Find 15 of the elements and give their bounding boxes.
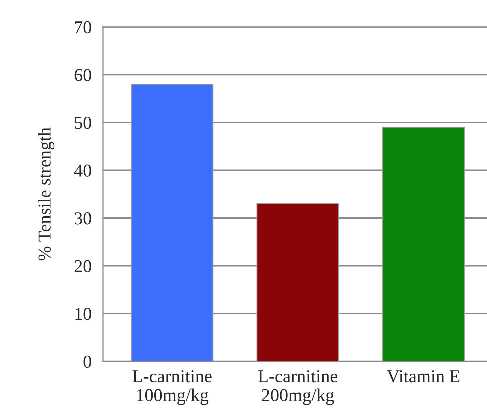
y-tick-label: 60 <box>74 69 92 82</box>
y-tick-label: 10 <box>76 308 92 320</box>
bar <box>131 84 214 362</box>
bar <box>382 127 465 362</box>
x-tick-label: Vitamin E <box>387 370 460 383</box>
y-tick-label: 70 <box>75 21 92 34</box>
y-tick-label: 40 <box>74 164 92 177</box>
y-tick-label: 0 <box>84 356 92 368</box>
x-tick-label: L-carnitine 100mg/kg <box>132 370 212 406</box>
y-tick-label: 30 <box>74 212 92 225</box>
y-tick-label: 50 <box>75 116 92 130</box>
y-tick-label: 20 <box>74 260 92 272</box>
y-axis-title: % Tensile strength <box>38 128 55 261</box>
bar <box>256 204 340 362</box>
x-tick-label: L-carnitine 200mg/kg <box>258 370 338 406</box>
